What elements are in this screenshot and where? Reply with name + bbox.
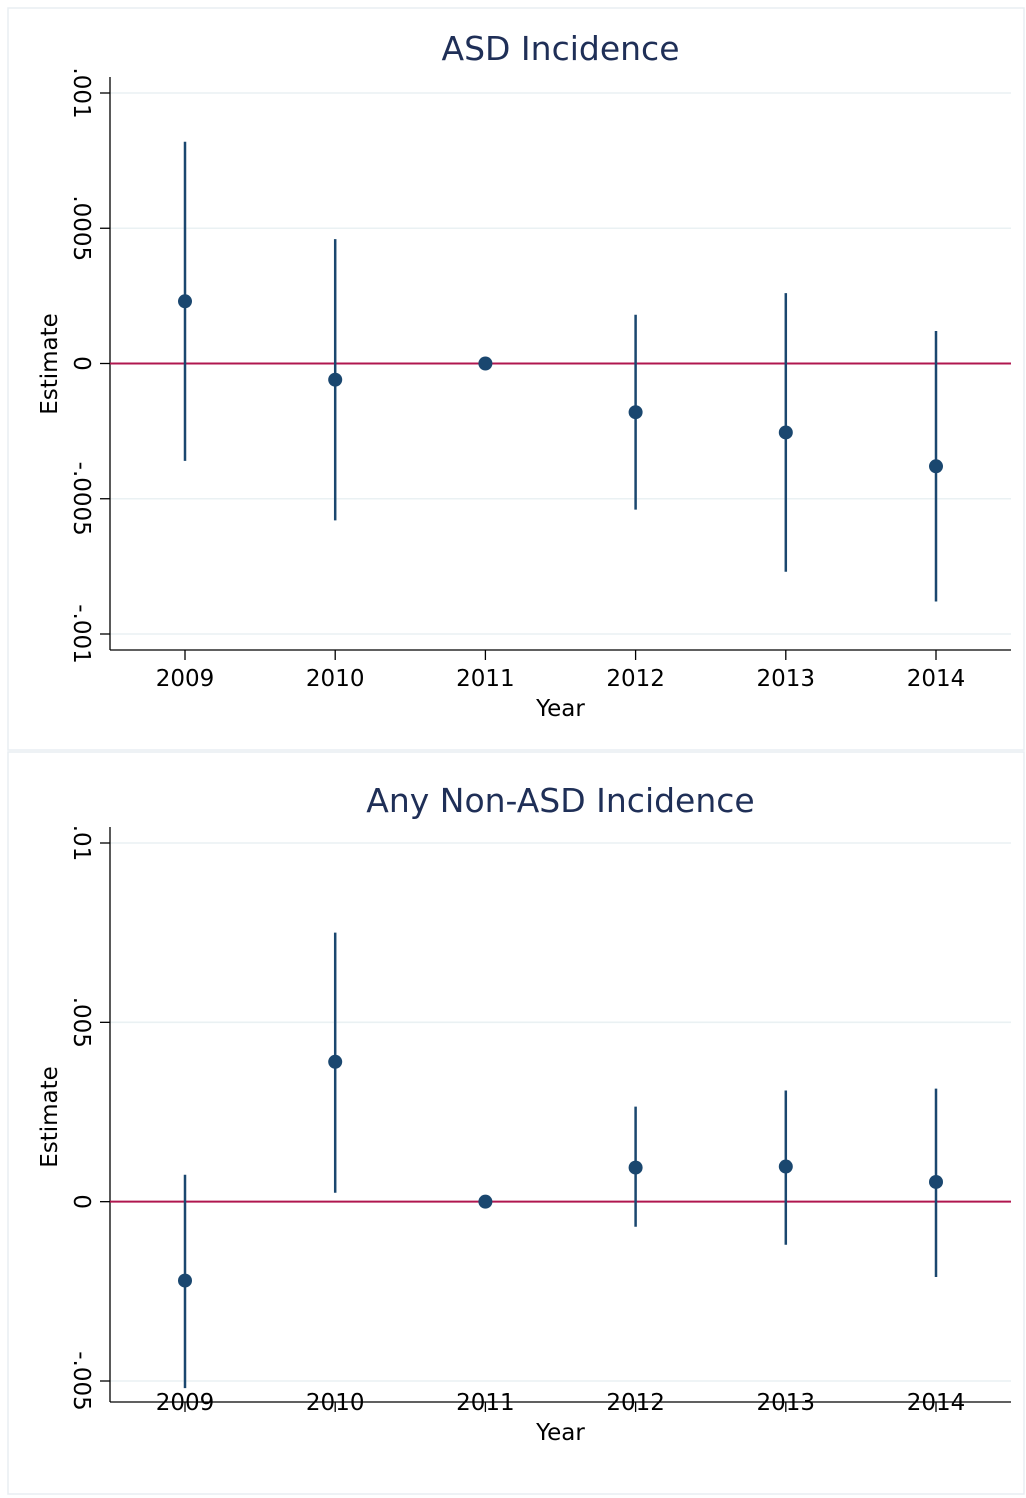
x-tick-label: 2013 — [757, 666, 816, 692]
point-estimate — [628, 405, 643, 420]
x-tick-label: 2014 — [907, 1390, 966, 1416]
chart-title: Any Non-ASD Incidence — [366, 781, 754, 820]
y-tick-label: .001 — [68, 67, 94, 118]
x-tick-label: 2013 — [757, 1390, 816, 1416]
y-tick-label: .005 — [68, 997, 94, 1048]
x-axis-title: Year — [535, 696, 585, 722]
point-estimate — [478, 1194, 493, 1209]
point-estimate — [778, 425, 793, 440]
chart-panel-2: -.005 0 .005 .01 2009 2010 2011 2012 2013 2014 Any… — [7, 751, 1025, 1495]
y-tick-label: -.0005 — [68, 462, 94, 536]
panel-frame — [7, 7, 1025, 751]
point-estimate — [178, 1273, 192, 1288]
x-tick-label: 2012 — [606, 1390, 665, 1416]
y-tick-label: 0 — [68, 356, 94, 371]
x-tick-label: 2009 — [156, 1390, 215, 1416]
y-tick-label: -.005 — [68, 1351, 94, 1411]
x-axis-title: Year — [535, 1420, 585, 1446]
x-tick-label: 2011 — [456, 1390, 515, 1416]
y-tick-label: .0005 — [68, 195, 94, 261]
point-estimate — [478, 356, 493, 371]
point-estimate — [778, 1159, 793, 1174]
x-tick-label: 2011 — [456, 666, 515, 692]
point-estimate — [628, 1160, 643, 1175]
x-tick-label: 2010 — [306, 666, 365, 692]
x-tick-label: 2010 — [306, 1390, 365, 1416]
y-axis-title: Estimate — [37, 1066, 63, 1168]
chart-title: ASD Incidence — [442, 29, 680, 68]
x-tick-label: 2012 — [606, 666, 665, 692]
panel-frame — [7, 751, 1025, 1495]
x-tick-label: 2009 — [156, 666, 215, 692]
point-estimate — [328, 1054, 343, 1069]
y-tick-label: 0 — [68, 1194, 94, 1209]
point-estimate — [929, 459, 943, 474]
x-tick-label: 2014 — [907, 666, 966, 692]
point-estimate — [178, 294, 192, 309]
y-tick-label: -.001 — [68, 604, 94, 664]
y-axis-title: Estimate — [37, 313, 63, 415]
point-estimate — [929, 1174, 943, 1189]
chart-panel-1: -.001 -.0005 0 .0005 .001 2009 2010 2011 2012 201… — [7, 7, 1025, 751]
point-estimate — [328, 372, 343, 387]
y-tick-label: .01 — [68, 825, 94, 862]
